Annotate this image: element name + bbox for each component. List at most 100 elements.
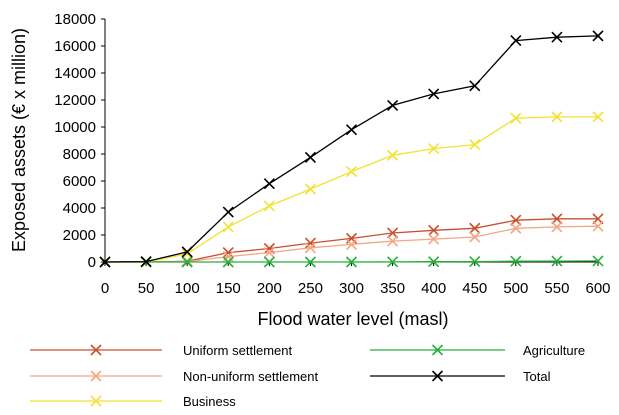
y-tick-label: 10000 xyxy=(54,119,96,136)
data-point xyxy=(345,124,358,136)
marker-stroke xyxy=(469,138,481,151)
x-tick-label: 50 xyxy=(138,280,155,297)
marker-stroke xyxy=(431,344,444,356)
marker-stroke xyxy=(428,143,440,155)
data-point xyxy=(387,227,399,239)
data-point xyxy=(469,256,481,268)
marker-stroke xyxy=(222,256,234,268)
marker-stroke xyxy=(387,99,399,111)
series-agriculture xyxy=(99,255,604,268)
data-point xyxy=(551,31,563,43)
data-point xyxy=(428,88,440,100)
marker-stroke xyxy=(551,221,563,233)
y-tick-label: 6000 xyxy=(63,173,96,190)
marker-stroke xyxy=(387,149,399,161)
data-point xyxy=(263,178,275,190)
marker-stroke xyxy=(181,248,193,260)
legend-marker xyxy=(90,344,102,356)
data-point xyxy=(387,149,399,161)
data-point xyxy=(510,35,522,47)
marker-stroke xyxy=(304,183,316,195)
data-point xyxy=(428,233,440,245)
x-tick-label: 450 xyxy=(462,280,487,297)
data-point xyxy=(99,256,111,268)
marker-stroke xyxy=(181,256,193,268)
data-point xyxy=(304,183,316,195)
marker-stroke xyxy=(90,370,102,382)
data-point xyxy=(469,138,481,151)
data-point xyxy=(263,200,275,212)
marker-stroke xyxy=(304,151,316,163)
data-point xyxy=(222,206,234,218)
marker-stroke xyxy=(510,222,522,234)
data-point xyxy=(510,255,522,267)
marker-stroke xyxy=(222,221,234,233)
x-tick-label: 550 xyxy=(544,280,569,297)
marker-stroke xyxy=(551,255,563,267)
marker-stroke xyxy=(551,31,563,43)
marker-stroke xyxy=(431,370,444,382)
data-point xyxy=(222,251,234,263)
data-point xyxy=(345,165,358,178)
legend-item: Business xyxy=(30,394,236,409)
x-tick-label: 400 xyxy=(421,280,446,297)
marker-stroke xyxy=(263,178,275,190)
legend-label: Total xyxy=(523,369,551,384)
data-point xyxy=(551,213,563,225)
marker-stroke xyxy=(222,251,234,263)
data-point xyxy=(140,256,152,268)
data-point xyxy=(263,256,275,268)
marker-stroke xyxy=(592,255,604,267)
x-tick-label: 100 xyxy=(175,280,200,297)
data-point xyxy=(469,222,481,234)
data-point xyxy=(387,235,399,247)
data-point xyxy=(469,231,481,243)
marker-stroke xyxy=(428,256,440,268)
data-point xyxy=(592,220,604,232)
series-uniform-settlement xyxy=(99,213,604,268)
data-point xyxy=(592,111,604,123)
marker-stroke xyxy=(592,30,604,42)
marker-stroke xyxy=(263,246,275,259)
marker-stroke xyxy=(99,256,111,268)
marker-stroke xyxy=(387,235,399,247)
data-point xyxy=(304,237,316,249)
marker-stroke xyxy=(304,256,316,268)
marker-stroke xyxy=(90,395,102,407)
marker-stroke xyxy=(263,256,275,268)
x-axis-title: Flood water level (masl) xyxy=(257,309,448,329)
data-point xyxy=(345,238,358,251)
marker-stroke xyxy=(140,256,152,268)
y-tick-label: 4000 xyxy=(63,200,96,217)
legend-label: Uniform settlement xyxy=(183,343,292,358)
y-tick-label: 0 xyxy=(88,254,96,271)
y-tick-label: 14000 xyxy=(54,65,96,82)
data-point xyxy=(551,111,563,123)
data-point xyxy=(181,246,193,258)
x-tick-label: 250 xyxy=(298,280,323,297)
marker-stroke xyxy=(90,344,102,356)
data-point xyxy=(551,255,563,267)
data-point xyxy=(304,256,316,268)
marker-stroke xyxy=(469,256,481,268)
marker-stroke xyxy=(304,237,316,249)
y-tick-label: 18000 xyxy=(54,11,96,28)
data-point xyxy=(387,99,399,111)
legend-item: Uniform settlement xyxy=(30,343,292,358)
data-point xyxy=(428,224,440,236)
legend-marker xyxy=(431,344,444,356)
series-total xyxy=(99,30,604,268)
marker-stroke xyxy=(304,242,316,254)
legend-label: Agriculture xyxy=(523,343,585,358)
marker-stroke xyxy=(181,246,193,258)
series-line xyxy=(105,116,598,263)
marker-stroke xyxy=(345,124,358,136)
legend-item: Agriculture xyxy=(370,343,585,358)
x-tick-label: 200 xyxy=(257,280,282,297)
y-tick-label: 8000 xyxy=(63,146,96,163)
marker-stroke xyxy=(428,224,440,236)
marker-stroke xyxy=(592,220,604,232)
marker-stroke xyxy=(428,233,440,245)
marker-stroke xyxy=(551,111,563,123)
